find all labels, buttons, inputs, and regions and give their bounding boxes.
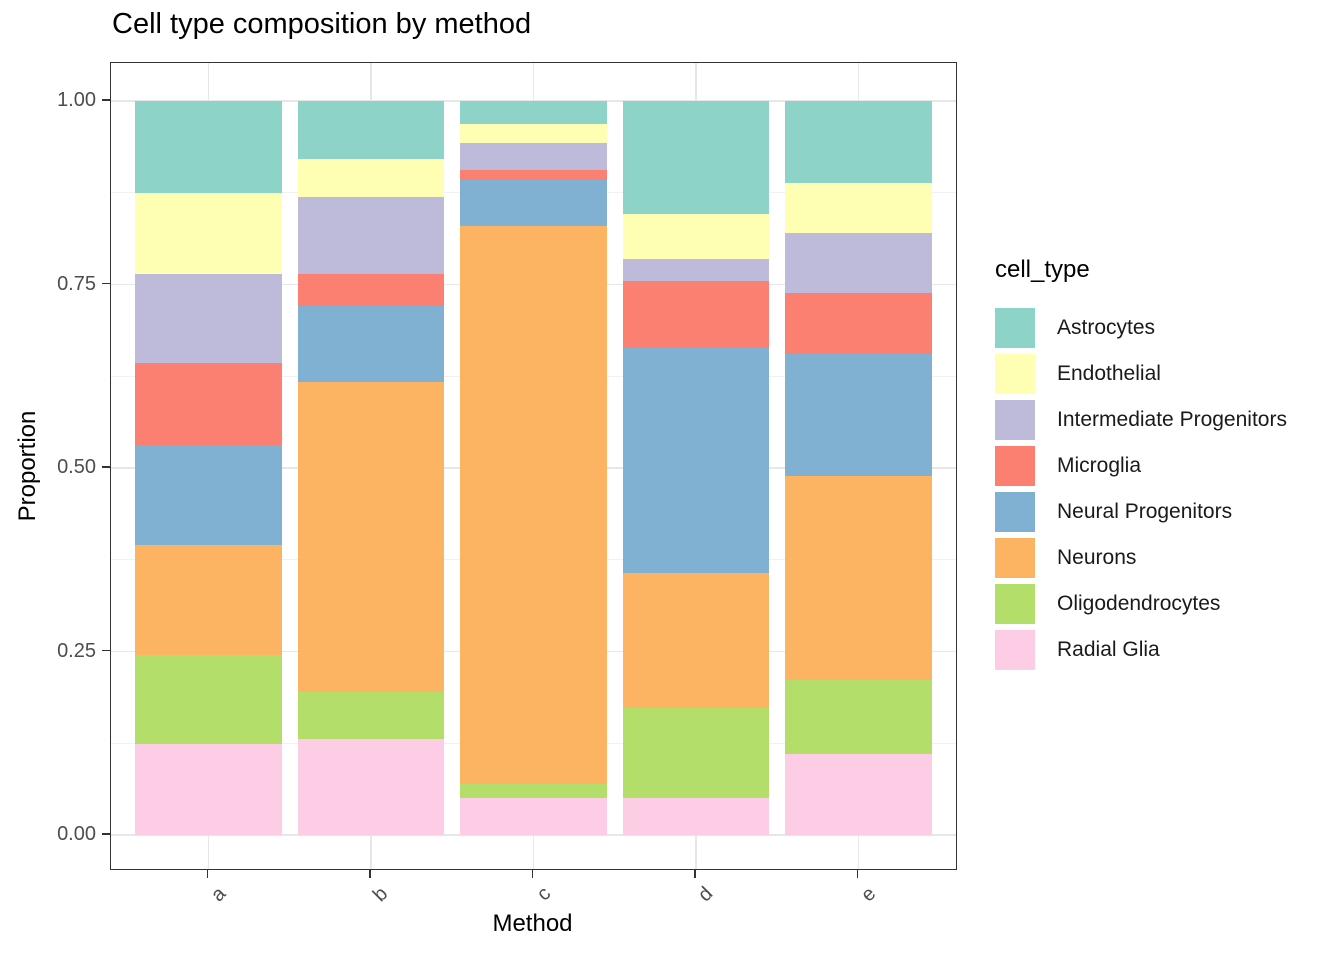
legend-swatch (995, 308, 1035, 348)
gridline-horizontal-major (111, 834, 956, 836)
bar-segment-astrocytes (785, 101, 932, 184)
bar-segment-astrocytes (622, 101, 770, 215)
legend-swatch (995, 630, 1035, 670)
legend-row: Neural Progenitors (995, 492, 1325, 532)
bar-segment-endothelial (622, 214, 770, 259)
gridline-horizontal-major (111, 100, 956, 102)
bar-segment-oligodendrocytes (135, 655, 282, 744)
legend-swatch (995, 538, 1035, 578)
bar-segment-neural-progenitors (460, 180, 607, 226)
y-tick-label: 0.75 (57, 272, 96, 295)
y-tick-label: 1.00 (57, 89, 96, 111)
x-axis-tick (206, 869, 209, 878)
bar-segment-microglia (785, 292, 932, 355)
legend-swatch (995, 446, 1035, 486)
bar-segment-microglia (460, 169, 607, 181)
bar-segment-radial-glia (297, 738, 445, 835)
bar-segment-neurons (297, 382, 445, 692)
bar-segment-endothelial (785, 183, 932, 234)
bar-segment-radial-glia (460, 797, 607, 835)
bar-segment-neurons (135, 545, 282, 656)
legend-label: Endothelial (1057, 362, 1161, 385)
legend-label: Astrocytes (1057, 316, 1156, 339)
x-axis-tick (694, 869, 696, 878)
bar-segment-neurons (622, 572, 770, 708)
bar-segment-neural-progenitors (297, 305, 445, 383)
bar-segment-intermediate-progenitors (622, 258, 770, 281)
bar-segment-oligodendrocytes (785, 680, 932, 755)
legend-label: Oligodendrocytes (1057, 592, 1221, 615)
y-axis-tick (102, 282, 110, 285)
bar-segment-oligodendrocytes (460, 783, 607, 798)
bar-segment-intermediate-progenitors (460, 142, 607, 170)
legend-swatch (995, 400, 1035, 440)
x-axis-tick (531, 869, 534, 878)
bar-segment-microglia (622, 280, 770, 348)
legend-row: Radial Glia (995, 630, 1325, 670)
bar-segment-radial-glia (135, 743, 282, 835)
bar-segment-neurons (460, 225, 607, 784)
y-tick-label: 0.50 (57, 456, 96, 478)
bar-segment-neurons (785, 476, 932, 681)
legend-title: cell_type (995, 256, 1090, 283)
legend-swatch (995, 584, 1035, 624)
legend-row: Endothelial (995, 354, 1325, 394)
legend-label: Neurons (1057, 546, 1137, 569)
legend-row: Neurons (995, 538, 1325, 578)
bar-segment-astrocytes (297, 101, 445, 159)
bar-segment-intermediate-progenitors (135, 274, 282, 364)
legend: cell_type Astrocytes Endothelial Intermedi… (995, 256, 1287, 670)
legend-row: Intermediate Progenitors (995, 400, 1325, 440)
x-axis-tick (369, 869, 371, 878)
bar-segment-endothelial (460, 123, 607, 143)
bar-segment-radial-glia (622, 797, 770, 835)
bar-segment-intermediate-progenitors (785, 233, 932, 293)
bar-segment-neural-progenitors (785, 354, 932, 477)
legend-label: Intermediate Progenitors (1057, 408, 1287, 431)
legend-swatch (995, 492, 1035, 532)
y-axis-tick (102, 649, 110, 652)
legend-row: Microglia (995, 446, 1325, 486)
plot-title: Cell type composition by method (112, 8, 532, 40)
legend-row: Astrocytes (995, 308, 1325, 348)
bar-segment-oligodendrocytes (297, 691, 445, 739)
y-axis-tick (102, 99, 110, 101)
bar-segment-oligodendrocytes (622, 708, 770, 798)
x-axis-tick (856, 869, 859, 878)
y-axis-tick (102, 466, 110, 468)
bar-segment-neural-progenitors (622, 347, 770, 573)
legend-label: Microglia (1057, 454, 1142, 477)
legend-swatch (995, 354, 1035, 394)
legend-label: Neural Progenitors (1057, 500, 1233, 523)
bar-segment-astrocytes (460, 101, 607, 124)
legend-label: Radial Glia (1057, 638, 1160, 661)
bar-segment-microglia (297, 274, 445, 306)
bar-segment-intermediate-progenitors (297, 197, 445, 275)
legend-row: Oligodendrocytes (995, 584, 1325, 624)
bar-segment-astrocytes (135, 101, 282, 194)
plot-panel (110, 62, 957, 870)
bar-segment-endothelial (297, 158, 445, 198)
y-tick-label: 0.00 (57, 823, 96, 845)
bar-segment-neural-progenitors (135, 444, 282, 546)
x-axis-title: Method (492, 910, 573, 937)
y-tick-label: 0.25 (57, 639, 96, 662)
y-axis-tick (102, 833, 110, 835)
bar-segment-radial-glia (785, 754, 932, 835)
bar-segment-endothelial (135, 193, 282, 275)
bar-segment-microglia (135, 363, 282, 445)
